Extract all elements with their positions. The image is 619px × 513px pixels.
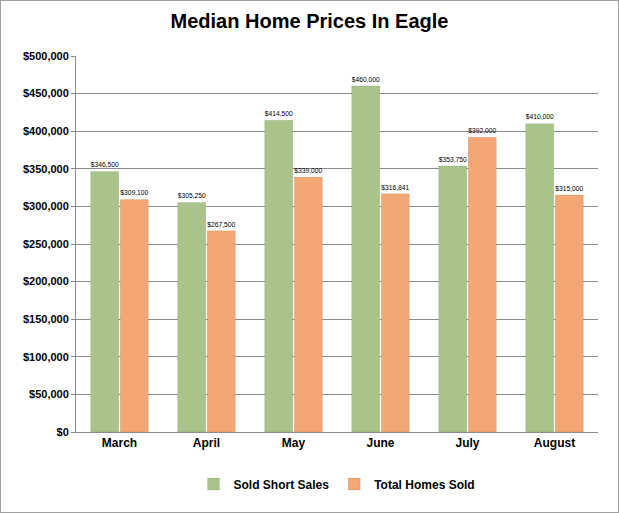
svg-text:Sold Short Sales: Sold Short Sales: [234, 478, 330, 492]
svg-text:Median Home Prices In Eagle: Median Home Prices In Eagle: [171, 10, 449, 32]
svg-text:$316,841: $316,841: [381, 184, 409, 191]
svg-text:August: August: [534, 436, 575, 450]
svg-text:$200,000: $200,000: [23, 275, 69, 287]
svg-text:$353,750: $353,750: [439, 156, 467, 163]
svg-text:$50,000: $50,000: [29, 388, 69, 400]
svg-text:July: July: [455, 436, 479, 450]
svg-text:$500,000: $500,000: [23, 50, 69, 62]
svg-text:$410,000: $410,000: [526, 113, 554, 120]
svg-text:$392,000: $392,000: [468, 127, 496, 134]
svg-text:$250,000: $250,000: [23, 238, 69, 250]
svg-text:$267,500: $267,500: [207, 221, 235, 228]
svg-text:$305,250: $305,250: [178, 192, 206, 199]
svg-text:May: May: [282, 436, 306, 450]
svg-text:March: March: [102, 436, 137, 450]
svg-text:$339,000: $339,000: [294, 167, 322, 174]
svg-text:$0: $0: [57, 426, 69, 438]
svg-text:$150,000: $150,000: [23, 313, 69, 325]
svg-text:June: June: [366, 436, 394, 450]
svg-text:Total Homes Sold: Total Homes Sold: [374, 478, 474, 492]
svg-text:$346,500: $346,500: [91, 161, 119, 168]
svg-text:$414,500: $414,500: [265, 110, 293, 117]
svg-text:$315,000: $315,000: [555, 185, 583, 192]
svg-text:$300,000: $300,000: [23, 200, 69, 212]
svg-text:$350,000: $350,000: [23, 163, 69, 175]
svg-text:April: April: [193, 436, 220, 450]
svg-text:$450,000: $450,000: [23, 87, 69, 99]
svg-text:$309,100: $309,100: [120, 189, 148, 196]
svg-text:$100,000: $100,000: [23, 351, 69, 363]
svg-text:$460,000: $460,000: [352, 76, 380, 83]
svg-text:$400,000: $400,000: [23, 125, 69, 137]
